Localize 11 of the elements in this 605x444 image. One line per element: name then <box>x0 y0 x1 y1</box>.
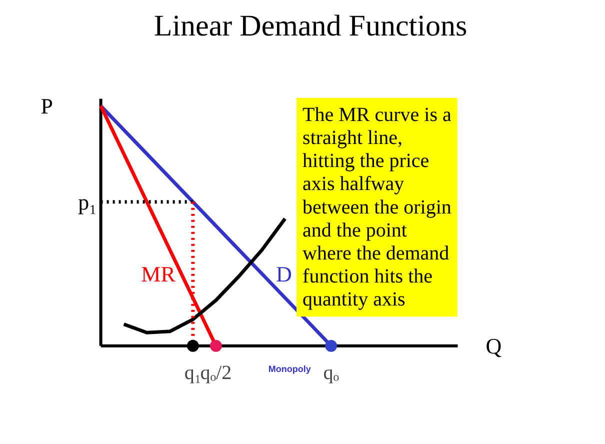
text: Monopoly <box>268 364 311 374</box>
x-axis-title: Q <box>486 333 502 358</box>
x-tick-label: qₒ/2 <box>200 362 232 384</box>
x-tick-label: qₒ <box>323 362 340 384</box>
chart-title: Linear Demand Functions <box>154 10 468 42</box>
text: p₁ <box>78 189 97 214</box>
series-label: D <box>276 261 292 286</box>
x-tick-label: q₁ <box>184 362 202 384</box>
series-label: MR <box>141 261 176 286</box>
text: The MR curve is a straight line, hitting the price axis halfway between the origin and the point where the demand function hits the quantity axis <box>302 104 452 311</box>
y-axis-title: P <box>40 93 54 118</box>
